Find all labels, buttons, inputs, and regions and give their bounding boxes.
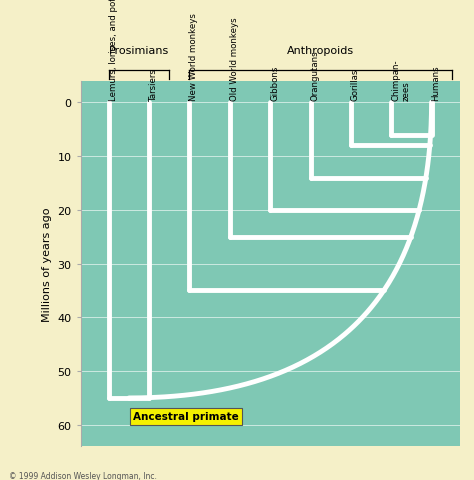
Text: Prosimians: Prosimians — [109, 46, 169, 56]
Text: © 1999 Addison Wesley Longman, Inc.: © 1999 Addison Wesley Longman, Inc. — [9, 470, 157, 480]
Text: Gorillas: Gorillas — [351, 68, 360, 100]
Text: Chimpan-
zees: Chimpan- zees — [391, 59, 410, 100]
Text: New World monkeys: New World monkeys — [190, 12, 199, 100]
Text: Humans: Humans — [431, 65, 440, 100]
Text: Anthropoids: Anthropoids — [287, 46, 354, 56]
Text: Ancestral primate: Ancestral primate — [133, 411, 239, 421]
Text: Lemurs, lorises, and pottos: Lemurs, lorises, and pottos — [109, 0, 118, 100]
Text: Tarsiers: Tarsiers — [149, 68, 158, 100]
Text: Gibbons: Gibbons — [270, 65, 279, 100]
Y-axis label: Millions of years ago: Millions of years ago — [42, 207, 52, 321]
Text: Old World monkeys: Old World monkeys — [230, 17, 239, 100]
Text: Orangutans: Orangutans — [310, 50, 319, 100]
